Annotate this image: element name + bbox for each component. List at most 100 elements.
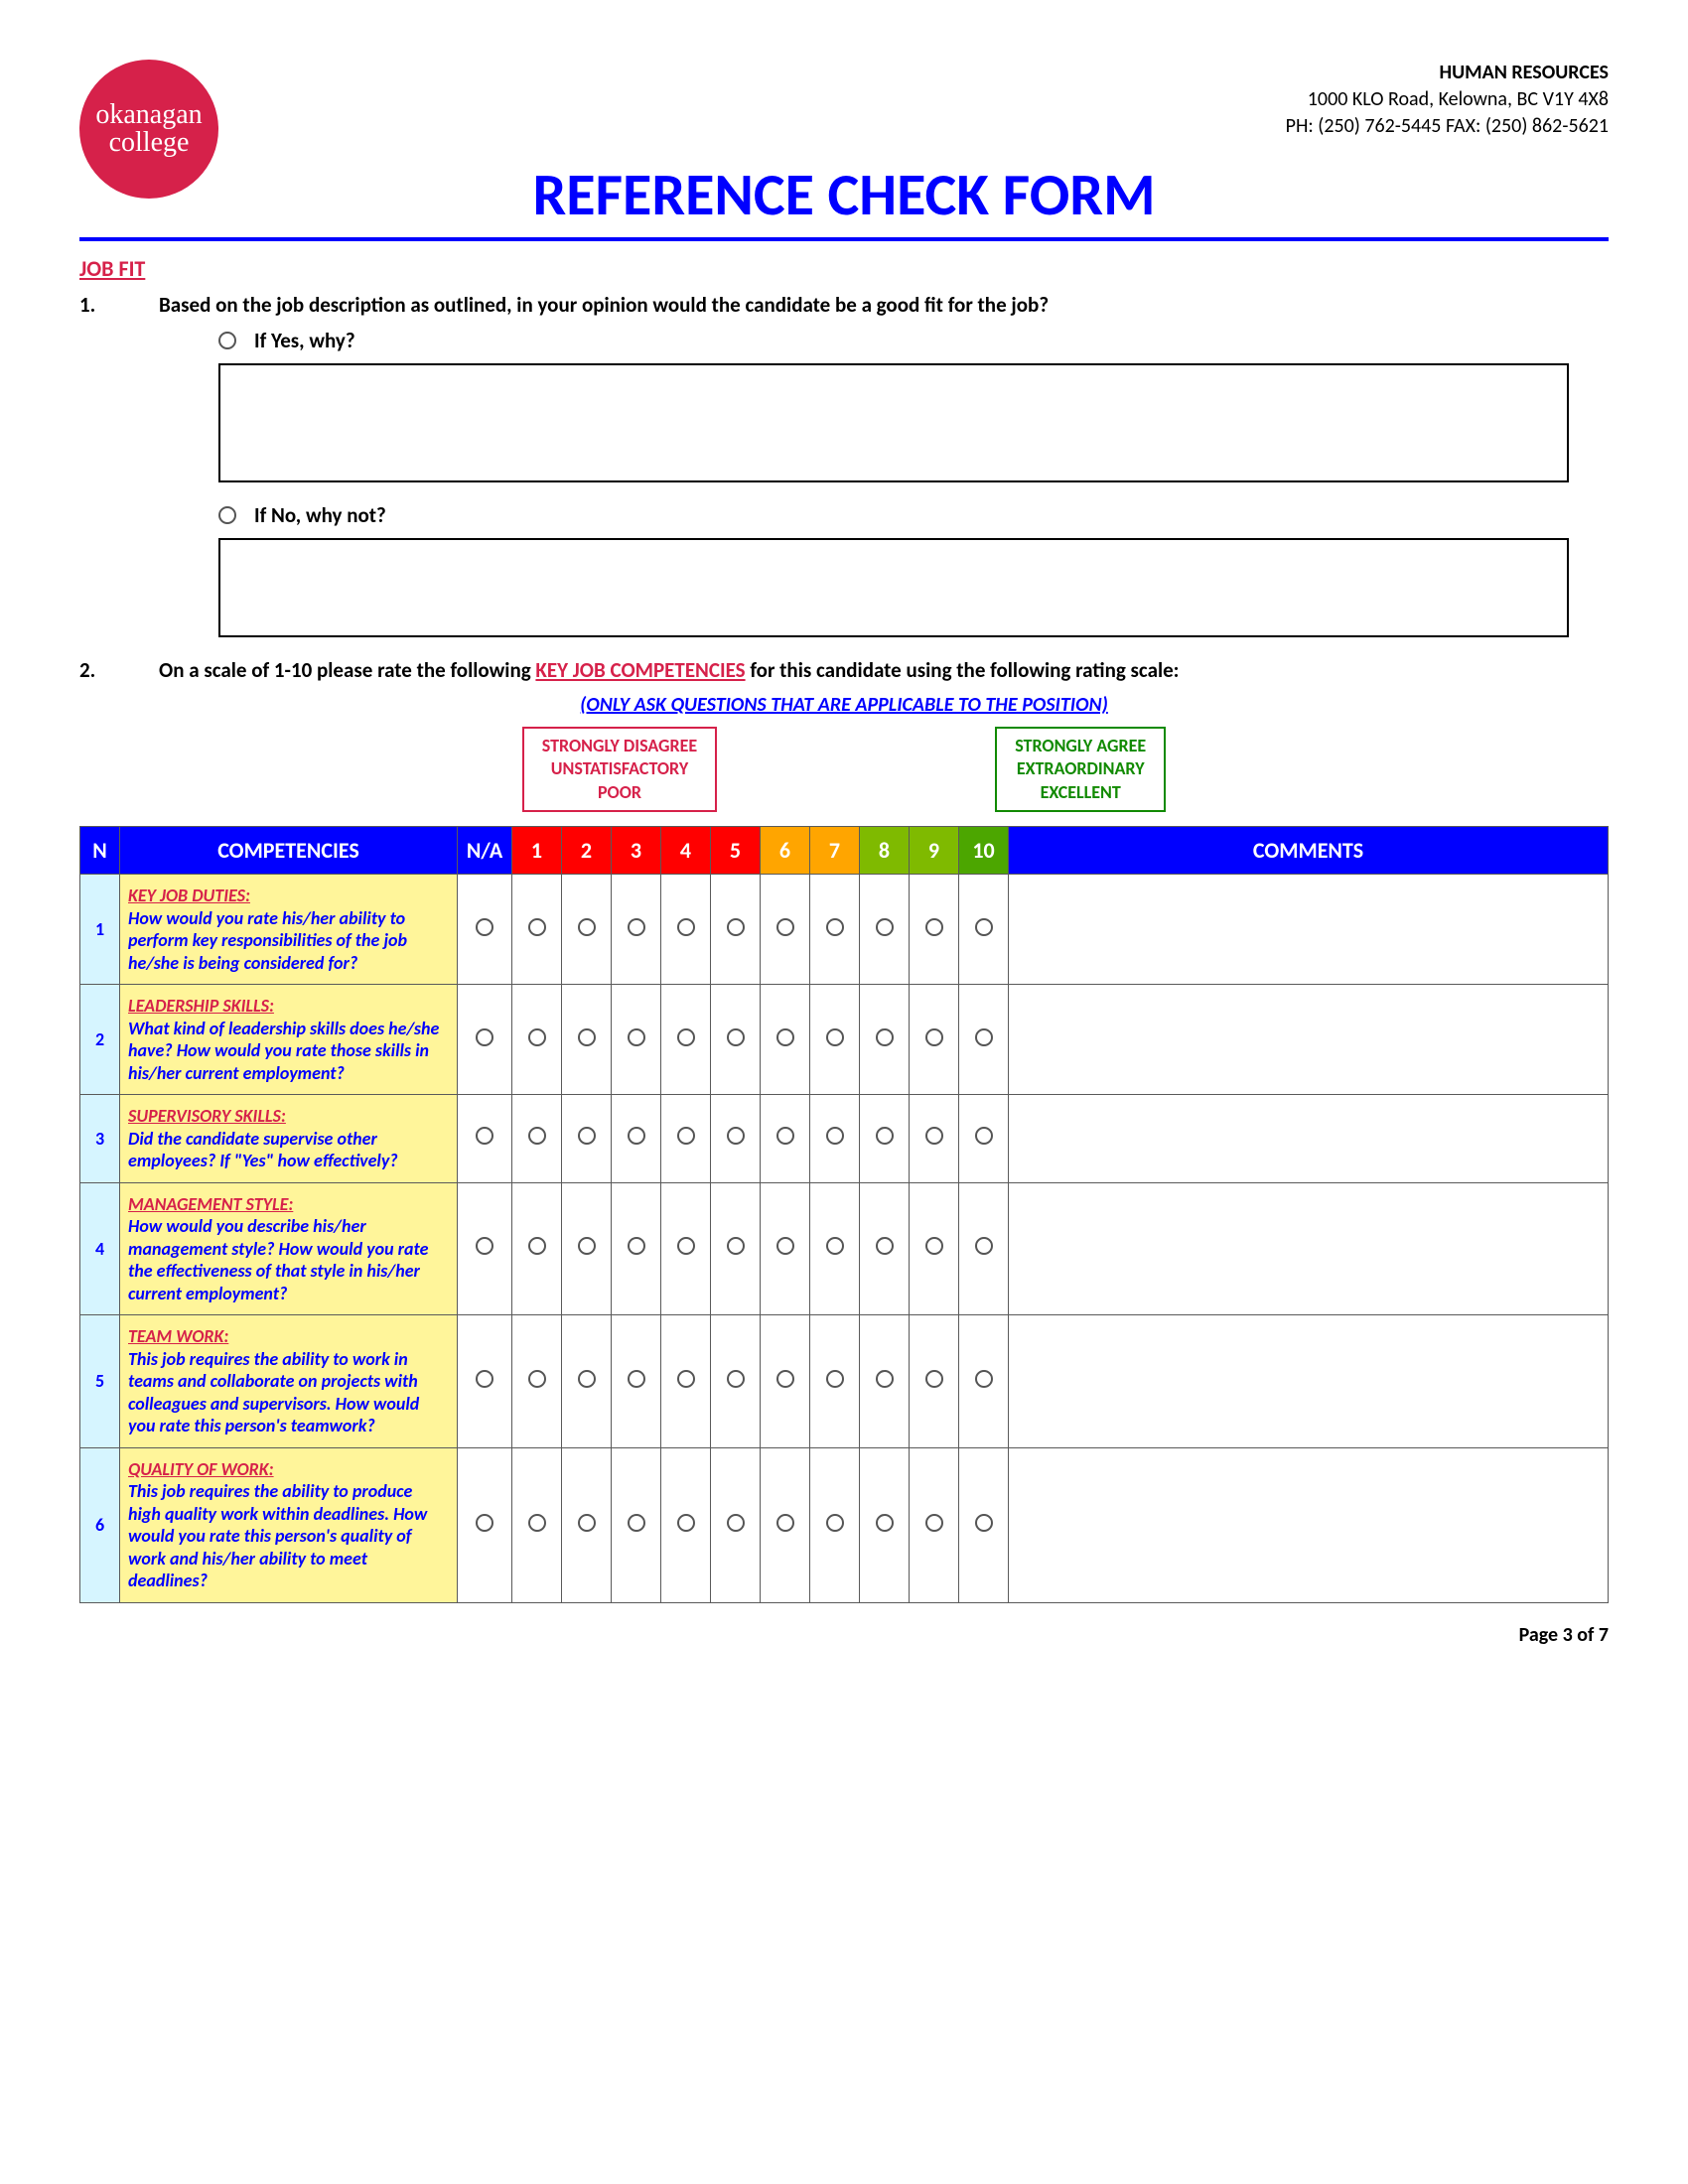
rating-9[interactable] xyxy=(910,985,959,1095)
rating-4[interactable] xyxy=(661,875,711,985)
radio-icon[interactable] xyxy=(975,1237,993,1255)
radio-icon[interactable] xyxy=(528,1514,546,1532)
radio-icon[interactable] xyxy=(826,1237,844,1255)
q1-yes-radio[interactable] xyxy=(218,332,236,349)
rating-3[interactable] xyxy=(612,875,661,985)
rating-2[interactable] xyxy=(562,875,612,985)
radio-icon[interactable] xyxy=(727,1514,745,1532)
radio-icon[interactable] xyxy=(826,918,844,936)
radio-icon[interactable] xyxy=(776,1370,794,1388)
radio-icon[interactable] xyxy=(628,1028,645,1046)
rating-7[interactable] xyxy=(810,875,860,985)
rating-1[interactable] xyxy=(512,875,562,985)
rating-9[interactable] xyxy=(910,875,959,985)
rating-3[interactable] xyxy=(612,1447,661,1602)
radio-icon[interactable] xyxy=(925,1514,943,1532)
rating-9[interactable] xyxy=(910,1095,959,1183)
radio-icon[interactable] xyxy=(727,1237,745,1255)
rating-2[interactable] xyxy=(562,1095,612,1183)
rating-6[interactable] xyxy=(761,1315,810,1448)
rating-1[interactable] xyxy=(512,985,562,1095)
radio-icon[interactable] xyxy=(476,918,493,936)
radio-icon[interactable] xyxy=(826,1028,844,1046)
radio-icon[interactable] xyxy=(628,1370,645,1388)
radio-icon[interactable] xyxy=(975,1370,993,1388)
radio-icon[interactable] xyxy=(925,1370,943,1388)
rating-3[interactable] xyxy=(612,1095,661,1183)
radio-icon[interactable] xyxy=(776,1028,794,1046)
radio-icon[interactable] xyxy=(578,1237,596,1255)
radio-icon[interactable] xyxy=(528,918,546,936)
comment-cell[interactable] xyxy=(1009,985,1609,1095)
radio-icon[interactable] xyxy=(628,1127,645,1145)
radio-icon[interactable] xyxy=(628,1237,645,1255)
rating-3[interactable] xyxy=(612,985,661,1095)
radio-icon[interactable] xyxy=(876,1370,894,1388)
rating-9[interactable] xyxy=(910,1315,959,1448)
rating-na[interactable] xyxy=(458,985,512,1095)
radio-icon[interactable] xyxy=(925,918,943,936)
rating-10[interactable] xyxy=(959,1182,1009,1315)
rating-8[interactable] xyxy=(860,1447,910,1602)
rating-7[interactable] xyxy=(810,1315,860,1448)
radio-icon[interactable] xyxy=(677,1028,695,1046)
rating-6[interactable] xyxy=(761,1182,810,1315)
radio-icon[interactable] xyxy=(925,1127,943,1145)
rating-1[interactable] xyxy=(512,1095,562,1183)
rating-1[interactable] xyxy=(512,1315,562,1448)
rating-6[interactable] xyxy=(761,875,810,985)
rating-7[interactable] xyxy=(810,985,860,1095)
radio-icon[interactable] xyxy=(727,918,745,936)
rating-7[interactable] xyxy=(810,1095,860,1183)
radio-icon[interactable] xyxy=(727,1127,745,1145)
rating-na[interactable] xyxy=(458,1095,512,1183)
rating-5[interactable] xyxy=(711,1315,761,1448)
rating-7[interactable] xyxy=(810,1182,860,1315)
rating-2[interactable] xyxy=(562,1447,612,1602)
rating-4[interactable] xyxy=(661,985,711,1095)
rating-na[interactable] xyxy=(458,1315,512,1448)
rating-4[interactable] xyxy=(661,1095,711,1183)
radio-icon[interactable] xyxy=(578,1127,596,1145)
q1-no-input[interactable] xyxy=(218,538,1569,637)
radio-icon[interactable] xyxy=(677,1514,695,1532)
rating-4[interactable] xyxy=(661,1447,711,1602)
rating-6[interactable] xyxy=(761,1447,810,1602)
rating-9[interactable] xyxy=(910,1447,959,1602)
radio-icon[interactable] xyxy=(677,1237,695,1255)
q1-yes-input[interactable] xyxy=(218,363,1569,482)
radio-icon[interactable] xyxy=(876,1127,894,1145)
radio-icon[interactable] xyxy=(528,1237,546,1255)
radio-icon[interactable] xyxy=(975,1028,993,1046)
radio-icon[interactable] xyxy=(578,1028,596,1046)
radio-icon[interactable] xyxy=(476,1370,493,1388)
rating-5[interactable] xyxy=(711,1447,761,1602)
rating-10[interactable] xyxy=(959,985,1009,1095)
rating-8[interactable] xyxy=(860,1182,910,1315)
radio-icon[interactable] xyxy=(727,1370,745,1388)
rating-4[interactable] xyxy=(661,1182,711,1315)
radio-icon[interactable] xyxy=(826,1127,844,1145)
radio-icon[interactable] xyxy=(826,1514,844,1532)
comment-cell[interactable] xyxy=(1009,875,1609,985)
rating-10[interactable] xyxy=(959,875,1009,985)
rating-5[interactable] xyxy=(711,1182,761,1315)
rating-3[interactable] xyxy=(612,1182,661,1315)
radio-icon[interactable] xyxy=(476,1237,493,1255)
q1-no-radio[interactable] xyxy=(218,506,236,524)
rating-1[interactable] xyxy=(512,1182,562,1315)
rating-8[interactable] xyxy=(860,985,910,1095)
radio-icon[interactable] xyxy=(528,1028,546,1046)
radio-icon[interactable] xyxy=(578,918,596,936)
comment-cell[interactable] xyxy=(1009,1315,1609,1448)
rating-8[interactable] xyxy=(860,875,910,985)
radio-icon[interactable] xyxy=(975,1127,993,1145)
rating-8[interactable] xyxy=(860,1095,910,1183)
rating-4[interactable] xyxy=(661,1315,711,1448)
rating-6[interactable] xyxy=(761,1095,810,1183)
radio-icon[interactable] xyxy=(578,1514,596,1532)
radio-icon[interactable] xyxy=(925,1237,943,1255)
radio-icon[interactable] xyxy=(876,918,894,936)
radio-icon[interactable] xyxy=(528,1370,546,1388)
radio-icon[interactable] xyxy=(476,1514,493,1532)
